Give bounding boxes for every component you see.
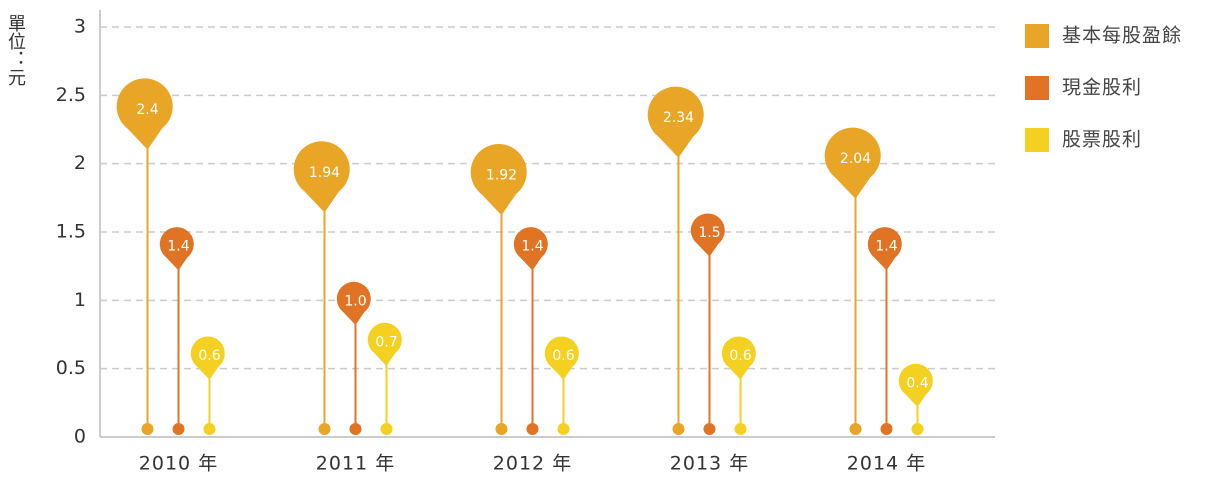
pin	[470, 144, 527, 216]
data-label: 2.04	[840, 151, 871, 167]
pin-base	[911, 423, 924, 435]
pin	[293, 141, 350, 213]
legend-swatch	[1025, 24, 1049, 48]
pin	[824, 127, 881, 199]
data-label: 1.5	[698, 225, 720, 241]
pin-base	[526, 423, 539, 435]
pin-base	[495, 423, 508, 435]
pin	[898, 363, 933, 407]
x-tick-label: 2012 年	[493, 453, 572, 475]
pin-base	[172, 423, 185, 435]
pin	[159, 227, 194, 271]
y-tick-label: 3	[74, 16, 86, 38]
data-label: 0.6	[198, 348, 220, 364]
pin-base	[672, 423, 685, 435]
pin-base	[380, 423, 393, 435]
data-label: 0.6	[552, 348, 574, 364]
data-label: 0.6	[729, 348, 751, 364]
pin-base	[880, 423, 893, 435]
legend-label: 基本每股盈餘	[1062, 25, 1182, 47]
pin	[647, 86, 704, 158]
y-tick-label: 0.5	[56, 357, 86, 379]
pin	[544, 336, 579, 380]
pin	[867, 227, 902, 271]
y-tick-label: 1	[74, 289, 86, 311]
pin	[336, 281, 371, 325]
data-label: 1.4	[521, 239, 543, 255]
pin	[367, 322, 402, 366]
pin	[690, 213, 725, 257]
x-tick-label: 2013 年	[670, 453, 749, 475]
y-axis-label: 單位：元	[5, 14, 26, 86]
data-label: 1.0	[344, 293, 366, 309]
legend-label: 現金股利	[1062, 77, 1142, 99]
y-tick-label: 2.5	[56, 84, 86, 106]
legend-label: 股票股利	[1062, 129, 1142, 151]
pin-base	[557, 423, 570, 435]
data-label: 1.4	[875, 239, 897, 255]
y-tick-label: 0	[74, 426, 86, 448]
pin	[721, 336, 756, 380]
pin-base	[141, 423, 154, 435]
pin	[190, 336, 225, 380]
x-tick-label: 2014 年	[847, 453, 926, 475]
pin	[513, 227, 548, 271]
legend-swatch	[1025, 76, 1049, 100]
pin-base	[734, 423, 747, 435]
pin-base	[318, 423, 331, 435]
data-label: 0.7	[375, 334, 397, 350]
data-label: 2.34	[663, 110, 694, 126]
pin-base	[849, 423, 862, 435]
pin-base	[349, 423, 362, 435]
y-tick-label: 1.5	[56, 221, 86, 243]
data-label: 1.94	[309, 165, 340, 181]
data-label: 2.4	[136, 102, 158, 118]
legend-swatch	[1025, 128, 1049, 152]
x-tick-label: 2011 年	[316, 453, 395, 475]
y-tick-label: 2	[74, 152, 86, 174]
data-label: 0.4	[906, 375, 928, 391]
data-label: 1.4	[167, 239, 189, 255]
data-label: 1.92	[486, 168, 517, 184]
pin-base	[703, 423, 716, 435]
pin	[116, 78, 173, 150]
pin-base	[203, 423, 216, 435]
x-tick-label: 2010 年	[139, 453, 218, 475]
